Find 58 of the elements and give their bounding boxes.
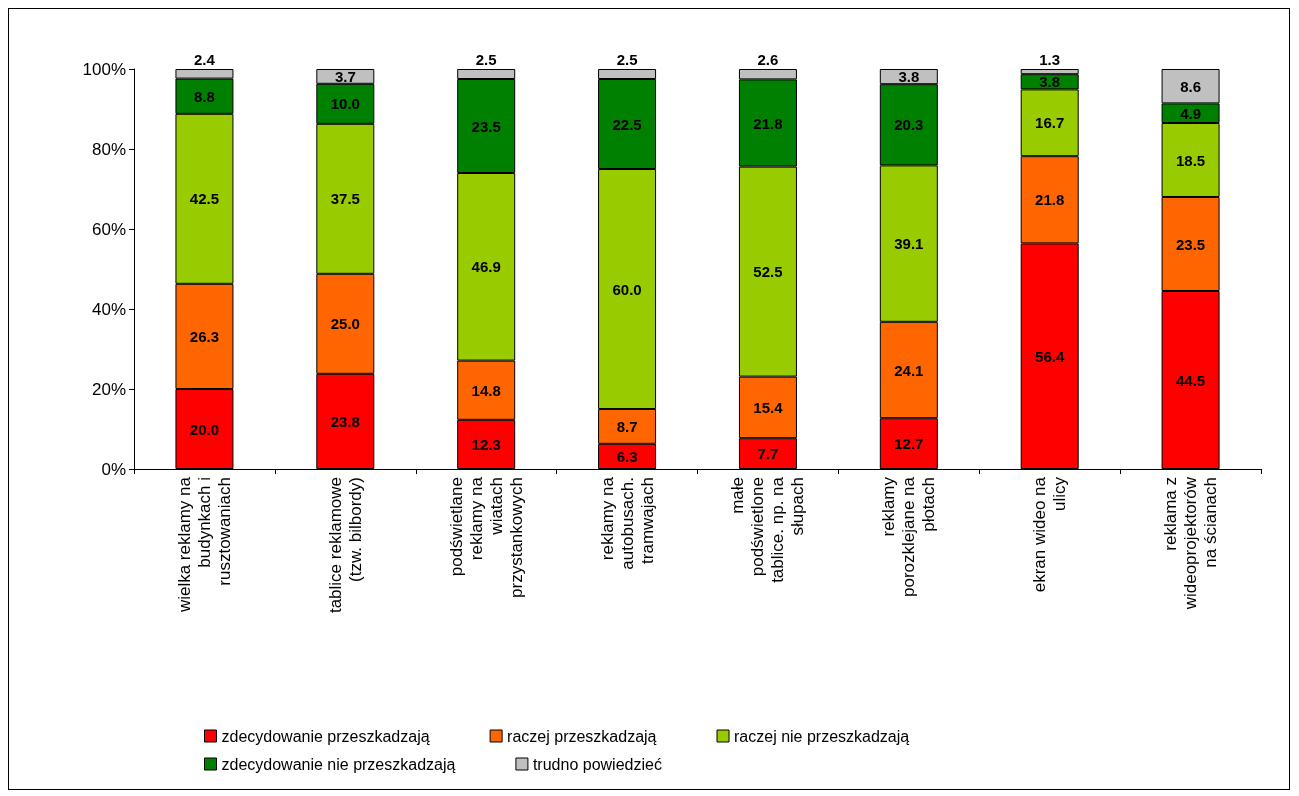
data-label: 14.8 [471,381,501,399]
data-label: 1.3 [1039,51,1061,68]
data-label: 23.5 [1175,235,1206,253]
data-label: 23.5 [471,117,501,135]
data-label: 20.3 [894,116,924,134]
y-tick-label: 100% [82,59,126,79]
legend-label: raczej przeszkadzają [507,727,657,745]
data-label: 39.1 [894,235,924,253]
data-label: 20.0 [189,420,220,438]
data-label: 4.9 [1180,104,1201,122]
data-label: 52.5 [753,263,783,281]
data-label: 44.5 [1175,371,1206,389]
data-label: 3.7 [334,67,356,85]
data-label: 8.8 [194,87,215,105]
data-label: 26.3 [189,327,220,345]
x-tick-label: reklama z wideoprojektorów na ścianach [1161,476,1221,611]
data-label: 8.6 [1180,77,1201,95]
legend-label: zdecydowanie przeszkadzają [221,727,430,745]
data-label: 24.1 [894,361,924,379]
data-label: 2.5 [616,51,638,68]
data-label: 16.7 [1035,114,1065,132]
data-label: 46.9 [471,258,501,276]
x-tick-label: tablice reklamowe (tzw. bilbordy) [325,477,365,614]
data-label: 10.0 [330,95,360,113]
data-label: 56.4 [1035,347,1065,365]
data-label: 22.5 [612,115,642,133]
data-label: 15.4 [753,398,784,416]
data-label: 8.7 [616,417,638,435]
data-label: 37.5 [330,190,360,208]
data-label: 3.8 [1039,73,1061,91]
data-label: 2.6 [757,51,779,68]
y-tick-label: 40% [91,299,126,319]
data-label: 18.5 [1175,151,1206,169]
x-tick-label: reklamy porozklejane na płotach [879,476,939,598]
x-tick-label: małe podświetlone tablice. np. na słupach [728,476,808,583]
data-label: 42.5 [189,190,220,208]
data-label: 25.0 [330,315,360,333]
y-tick-label: 20% [91,379,126,399]
data-label: 21.8 [753,114,783,132]
data-label: 7.7 [757,445,779,463]
data-label: 60.0 [612,280,642,298]
data-label: 21.8 [1035,191,1065,209]
data-label: 6.3 [616,447,638,465]
data-label: 3.8 [898,68,920,86]
legend-label: zdecydowanie nie przeszkadzają [221,755,456,773]
data-label: 12.7 [894,435,924,453]
data-label: 23.8 [330,412,360,430]
data-label: 12.3 [471,435,501,453]
y-tick-label: 80% [91,139,126,159]
x-tick-label: wielka reklamy na budynkach i rusztowaniach [174,476,234,614]
y-tick-label: 60% [91,219,126,239]
legend-label: raczej nie przeszkadzają [734,727,910,745]
y-tick-label: 0% [101,459,126,479]
data-label: 2.4 [194,51,216,68]
data-label: 2.5 [475,51,497,68]
legend-label: trudno powiedzieć [532,755,662,773]
x-tick-label: reklamy na autobusach. tramwajach [597,476,657,570]
x-tick-label: ekran wideo na ulicy [1030,476,1070,593]
